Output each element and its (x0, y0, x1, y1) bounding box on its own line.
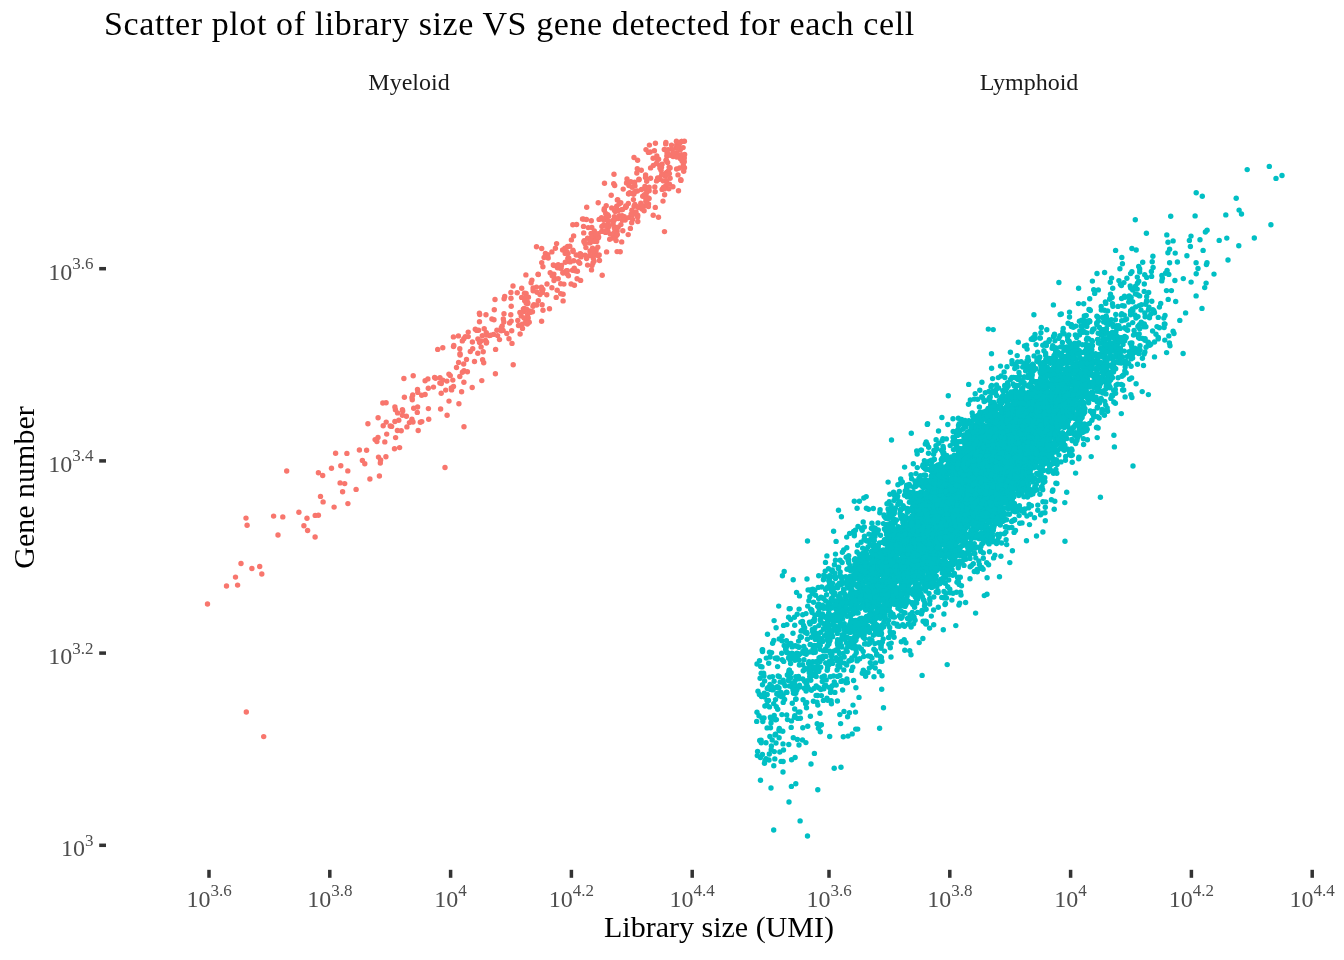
svg-text:Myeloid: Myeloid (368, 69, 449, 95)
svg-text:Scatter plot of library size V: Scatter plot of library size VS gene det… (104, 5, 915, 42)
svg-text:Gene number: Gene number (7, 406, 40, 568)
svg-text:Library size (UMI): Library size (UMI) (604, 910, 834, 944)
svg-text:Lymphoid: Lymphoid (980, 69, 1079, 95)
